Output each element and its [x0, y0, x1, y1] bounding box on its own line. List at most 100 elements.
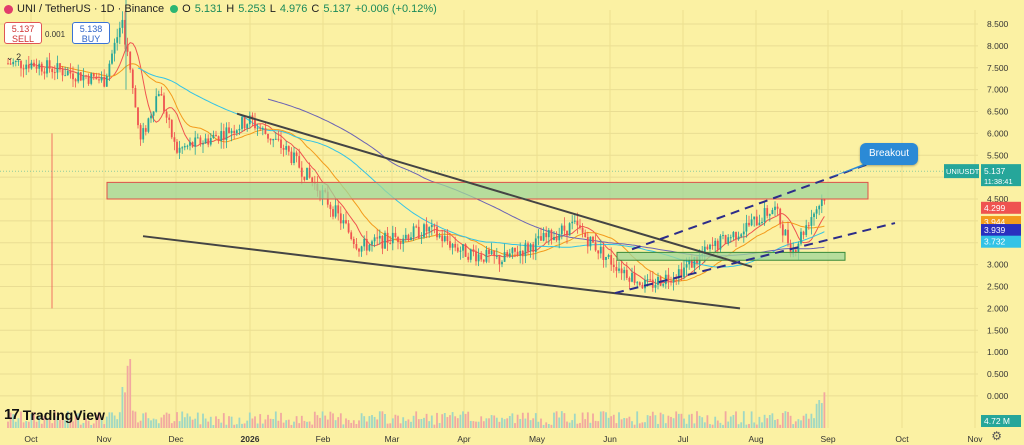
- volume-bar: [664, 423, 667, 428]
- symbol-title[interactable]: UNI / TetherUS · 1D · Binance: [17, 3, 165, 15]
- volume-bar: [529, 420, 532, 428]
- volume-bar: [675, 411, 678, 428]
- volume-bar: [69, 418, 72, 428]
- volume-bar: [599, 411, 602, 428]
- candle-body: [646, 279, 649, 281]
- volume-bar: [33, 412, 35, 428]
- candle-body: [558, 234, 561, 241]
- candle-body: [508, 253, 511, 257]
- candle-body: [95, 76, 98, 80]
- volume-bar: [397, 415, 399, 428]
- price-tag-text: 3.732: [984, 237, 1006, 247]
- volume-bar: [293, 421, 295, 428]
- volume-bar: [742, 411, 745, 428]
- candle-body: [683, 267, 685, 278]
- volume-bar: [482, 421, 485, 428]
- candle-body: [680, 269, 683, 278]
- candle-body: [137, 107, 139, 126]
- candle-body: [576, 220, 579, 226]
- candle-body: [488, 249, 490, 255]
- volume-bar: [628, 416, 631, 428]
- volume-bar: [142, 413, 145, 428]
- candle-body: [17, 60, 20, 62]
- candle-body: [677, 269, 680, 279]
- candle-body: [176, 141, 178, 153]
- candle-body: [672, 278, 675, 283]
- candle-body: [420, 237, 423, 239]
- volume-bar: [605, 412, 607, 428]
- volume-bar: [334, 420, 337, 428]
- candle-body: [183, 146, 186, 148]
- candle-body: [43, 71, 46, 74]
- price-tag-text: 4.299: [984, 203, 1006, 213]
- volume-bar: [246, 420, 249, 428]
- volume-bar: [558, 417, 561, 428]
- breakout-callout[interactable]: Breakout: [860, 143, 918, 165]
- volume-bar: [118, 412, 121, 428]
- candle-body: [152, 111, 155, 116]
- volume-bar: [579, 422, 581, 428]
- sell-button[interactable]: 5.137 SELL: [4, 22, 42, 44]
- volume-bar: [800, 420, 802, 428]
- volume-bar: [641, 422, 644, 428]
- candlesticks: [7, 0, 826, 309]
- candle-body: [20, 60, 22, 69]
- candle-body: [371, 241, 373, 245]
- candle-body: [165, 111, 168, 118]
- candle-body: [763, 208, 766, 222]
- x-tick-label: Apr: [457, 434, 470, 444]
- volume-bar: [493, 415, 496, 428]
- low-value: 4.976: [279, 3, 308, 15]
- volume-bar: [672, 418, 675, 428]
- tradingview-logo[interactable]: 17 TradingView: [4, 406, 105, 423]
- x-tick-label: Mar: [385, 434, 400, 444]
- candle-body: [693, 257, 696, 268]
- volume-bar: [373, 416, 376, 428]
- candle-body: [124, 19, 126, 45]
- candle-body: [306, 167, 308, 180]
- buy-button[interactable]: 5.138 BUY: [72, 22, 110, 44]
- volume-bar: [690, 413, 693, 428]
- x-tick-label: May: [529, 434, 546, 444]
- volume-bar: [298, 423, 301, 428]
- volume-bar: [625, 418, 628, 428]
- volume-bar: [651, 411, 654, 428]
- candle-body: [373, 237, 376, 242]
- volume-bar: [43, 415, 46, 428]
- volume-bar: [550, 424, 553, 428]
- buy-label: BUY: [81, 34, 101, 44]
- candle-body: [784, 229, 787, 236]
- volume-bar: [168, 413, 171, 428]
- volume-bar: [290, 424, 293, 428]
- candle-body: [267, 133, 269, 139]
- volume-bar: [417, 419, 420, 428]
- time-axis[interactable]: Oct Nov Dec 2026 Feb Mar Apr May Jun Jul Aug Sep Oct…: [24, 434, 983, 444]
- open-label: O: [182, 3, 191, 15]
- chart-drawings[interactable]: [0, 112, 978, 310]
- gear-icon[interactable]: ⚙: [991, 429, 1002, 443]
- candle-body: [113, 42, 116, 54]
- candle-body: [87, 76, 90, 84]
- candle-body: [750, 219, 753, 226]
- symbol-legend[interactable]: UNI / TetherUS · 1D · Binance O 5.131 H 5.…: [4, 3, 437, 15]
- candle-body: [592, 236, 594, 243]
- volume-bar: [74, 415, 77, 428]
- volume-bar: [732, 414, 735, 428]
- brand-name: TradingView: [22, 406, 105, 423]
- indicators-toggle[interactable]: ⌄ 2: [6, 52, 21, 63]
- volume-bar: [779, 424, 782, 428]
- volume-bar: [12, 414, 15, 428]
- volume-bar: [498, 421, 501, 428]
- volume-bar: [324, 415, 327, 428]
- candle-body: [225, 127, 228, 141]
- symbol-tag-text: UNIUSDT: [946, 167, 980, 176]
- grid-lines: [0, 10, 978, 428]
- candle-body: [766, 208, 769, 216]
- candle-body: [415, 226, 418, 228]
- volume-bar: [649, 415, 652, 428]
- volume-bar: [722, 424, 724, 428]
- candle-body: [519, 250, 522, 256]
- candle-body: [355, 244, 358, 249]
- resistance-zone: [106, 181, 869, 200]
